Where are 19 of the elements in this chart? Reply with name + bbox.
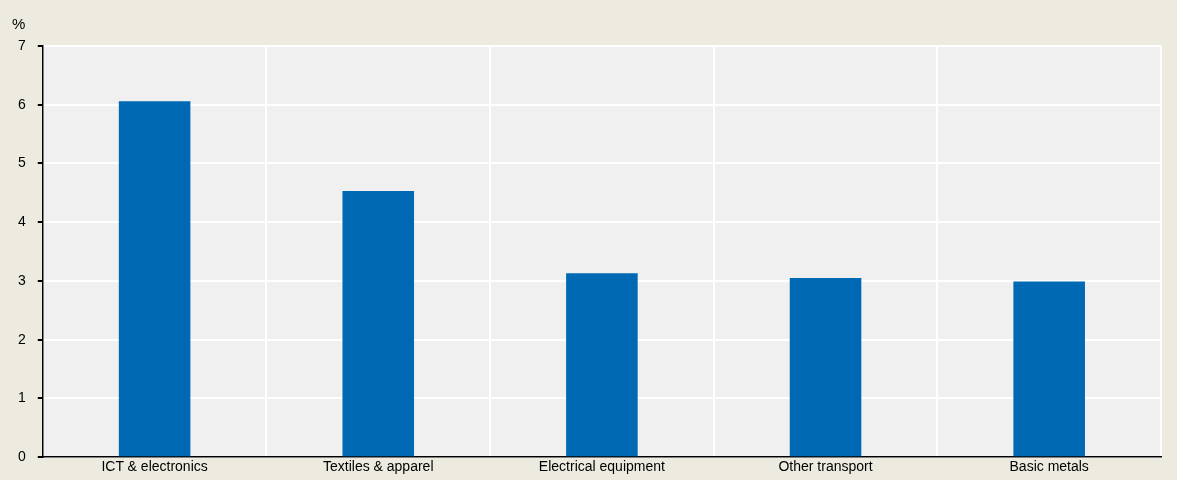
bar <box>342 191 415 457</box>
y-tick-label: 1 <box>17 389 26 406</box>
x-tick-label: Textiles & apparel <box>322 458 434 475</box>
x-tick-label: Other transport <box>778 458 873 475</box>
y-tick-label: 7 <box>17 36 26 53</box>
y-tick-label: 5 <box>17 154 26 171</box>
y-tick-label: 3 <box>17 271 26 288</box>
bar <box>789 278 862 457</box>
bar <box>1013 281 1085 457</box>
y-axis-title: % <box>12 14 26 32</box>
y-tick-label: 2 <box>17 330 26 347</box>
x-tick-label: Electrical equipment <box>538 458 666 475</box>
x-tick-label: ICT & electronics <box>101 458 208 475</box>
bar <box>118 101 191 457</box>
x-tick-label: Basic metals <box>1009 458 1089 475</box>
y-tick-label: 0 <box>17 448 26 465</box>
y-tick-label: 6 <box>17 95 26 112</box>
bar <box>566 273 638 457</box>
y-tick-label: 4 <box>17 213 26 230</box>
